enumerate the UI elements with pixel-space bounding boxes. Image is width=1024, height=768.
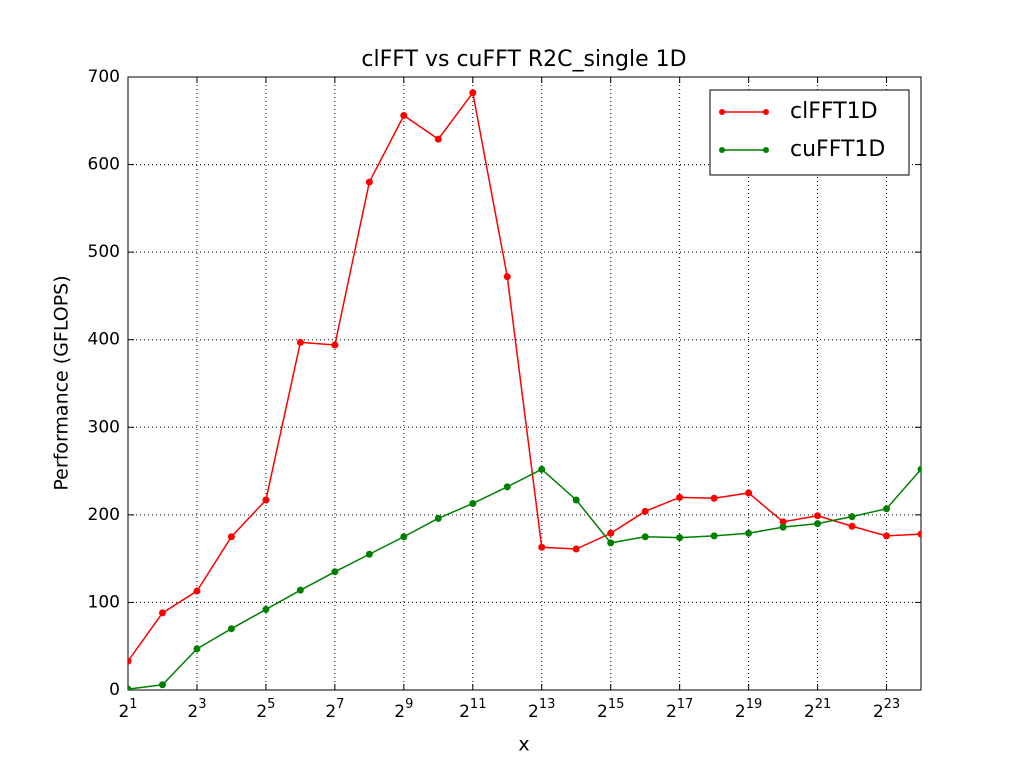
- x-axis-label: x: [518, 734, 529, 756]
- data-point: [469, 89, 477, 97]
- data-point: [503, 273, 511, 281]
- data-point: [227, 625, 235, 633]
- y-tick-label: 200: [88, 505, 120, 525]
- legend-marker: [763, 109, 769, 115]
- chart-title: clFFT vs cuFFT R2C_single 1D: [361, 47, 686, 72]
- data-point: [227, 533, 235, 541]
- data-point: [745, 489, 753, 497]
- x-tick-label: 215: [597, 697, 624, 723]
- data-point: [848, 513, 856, 521]
- data-point: [572, 496, 580, 504]
- data-point: [469, 499, 477, 507]
- plot-frame: [127, 76, 922, 691]
- legend-box: [709, 89, 910, 176]
- data-point: [193, 645, 201, 653]
- data-point: [710, 494, 718, 502]
- data-point: [641, 507, 649, 515]
- x-tick-label: 27: [325, 697, 344, 723]
- data-point: [296, 586, 304, 594]
- y-tick-label: 0: [109, 680, 120, 700]
- data-point: [365, 550, 373, 558]
- y-tick-label: 400: [88, 330, 120, 350]
- x-tick-label: 23: [187, 697, 206, 723]
- y-tick-label: 700: [88, 67, 120, 87]
- x-tick-label: 25: [256, 697, 275, 723]
- x-tick-label: 217: [666, 697, 693, 723]
- data-point: [883, 505, 891, 513]
- data-point: [365, 178, 373, 186]
- legend-marker: [719, 147, 725, 153]
- legend-marker: [763, 147, 769, 153]
- data-point: [262, 496, 270, 504]
- x-tick-label: 223: [873, 697, 900, 723]
- data-point: [814, 512, 822, 520]
- y-tick-label: 100: [88, 592, 120, 612]
- data-point: [917, 530, 921, 538]
- data-point: [158, 681, 166, 689]
- x-tick-label: 29: [394, 697, 413, 723]
- series-line: [128, 90, 921, 662]
- data-point: [434, 135, 442, 143]
- data-point: [883, 532, 891, 540]
- data-point: [400, 533, 408, 541]
- data-point: [607, 529, 615, 537]
- x-tick-label: 219: [735, 697, 762, 723]
- data-point: [434, 514, 442, 522]
- data-point: [641, 533, 649, 541]
- data-point: [296, 338, 304, 346]
- series-line: [128, 468, 921, 690]
- data-point: [676, 493, 684, 501]
- data-point: [538, 465, 546, 473]
- data-point: [814, 520, 822, 528]
- data-point: [193, 587, 201, 595]
- data-point: [848, 522, 856, 530]
- data-point: [538, 543, 546, 551]
- data-point: [676, 534, 684, 542]
- data-point: [158, 609, 166, 617]
- legend-label: cuFFT1D: [790, 137, 885, 162]
- y-axis-label: Performance (GFLOPS): [51, 275, 73, 490]
- x-tick-label: 211: [459, 697, 486, 723]
- y-tick-label: 600: [88, 155, 120, 175]
- y-tick-label: 500: [88, 242, 120, 262]
- y-tick-label: 300: [88, 417, 120, 437]
- data-point: [400, 112, 408, 120]
- data-point: [710, 532, 718, 540]
- data-point: [128, 657, 132, 665]
- data-point: [745, 529, 753, 537]
- data-point: [607, 539, 615, 547]
- data-point: [331, 568, 339, 576]
- x-tick-label: 213: [528, 697, 555, 723]
- data-point: [503, 483, 511, 491]
- data-point: [128, 685, 132, 690]
- data-point: [262, 605, 270, 613]
- legend-label: clFFT1D: [790, 99, 878, 124]
- data-point: [331, 341, 339, 349]
- x-tick-label: 21: [118, 697, 137, 723]
- data-point: [572, 545, 580, 553]
- legend-marker: [719, 109, 725, 115]
- data-point: [779, 523, 787, 531]
- x-tick-label: 221: [804, 697, 831, 723]
- data-point: [917, 465, 921, 473]
